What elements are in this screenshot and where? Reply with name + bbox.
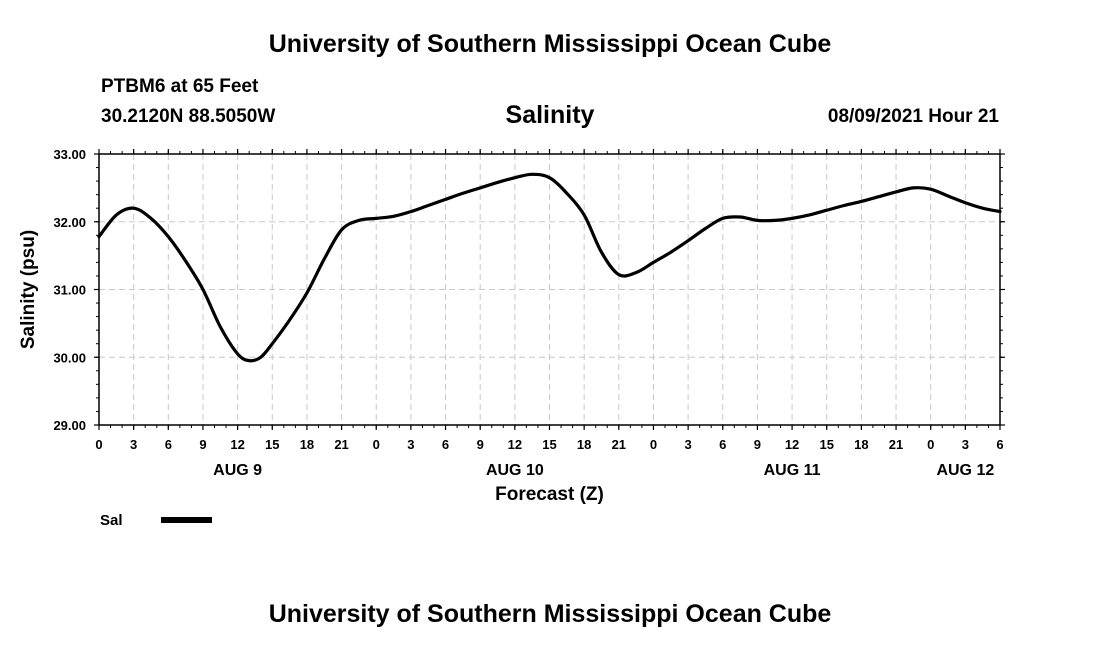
station-label: PTBM6 at 65 Feet (101, 76, 259, 97)
x-tick-label: 12 (230, 437, 244, 452)
y-tick-label: 31.00 (53, 283, 86, 298)
footer-title: University of Southern Mississippi Ocean… (268, 600, 832, 628)
x-tick-label: 3 (130, 437, 137, 452)
x-tick-label: 9 (477, 437, 484, 452)
x-tick-label: 6 (442, 437, 449, 452)
x-tick-label: 15 (542, 437, 556, 452)
x-tick-label: 21 (612, 437, 626, 452)
x-tick-label: 6 (165, 437, 172, 452)
series-layer (97, 172, 1002, 363)
x-tick-label: 18 (300, 437, 314, 452)
chart-title: Salinity (505, 101, 595, 129)
x-tick-label: 0 (95, 437, 102, 452)
x-tick-label: 12 (785, 437, 799, 452)
day-label: AUG 9 (213, 462, 262, 479)
x-tick-label: 3 (684, 437, 691, 452)
x-tick-label: 15 (819, 437, 833, 452)
y-tick-label: 29.00 (53, 418, 86, 433)
x-tick-label: 6 (719, 437, 726, 452)
x-tick-label: 3 (407, 437, 414, 452)
y-tick-label: 33.00 (53, 147, 86, 162)
day-label: AUG 10 (486, 462, 544, 479)
x-tick-label: 21 (334, 437, 348, 452)
datetime-label: 08/09/2021 Hour 21 (827, 106, 999, 127)
x-axis-label: Forecast (Z) (495, 484, 604, 505)
x-tick-label: 0 (650, 437, 657, 452)
header-title: University of Southern Mississippi Ocean… (268, 30, 832, 58)
y-tick-label: 30.00 (53, 350, 86, 365)
x-tick-label: 21 (889, 437, 903, 452)
ticks (94, 149, 1005, 430)
tick-labels: 29.00 30.00 31.00 32.00 33.00 0 3 6 9 12 15 18 21 0 3 6… (53, 147, 1003, 479)
x-tick-label: 6 (996, 437, 1003, 452)
x-tick-label: 0 (927, 437, 934, 452)
day-label: AUG 11 (764, 462, 821, 479)
series-line-sal (97, 172, 1002, 363)
legend-label-sal: Sal (100, 512, 123, 529)
x-tick-label: 18 (854, 437, 868, 452)
y-tick-label: 32.00 (53, 215, 86, 230)
y-axis-label: Salinity (psu) (18, 230, 39, 349)
x-tick-label: 15 (265, 437, 279, 452)
grid-lines (99, 154, 1000, 425)
x-tick-label: 18 (577, 437, 591, 452)
coordinates-label: 30.2120N 88.5050W (101, 106, 276, 127)
x-tick-label: 12 (508, 437, 522, 452)
x-tick-label: 9 (199, 437, 206, 452)
legend: Sal (100, 512, 212, 529)
x-tick-label: 9 (754, 437, 761, 452)
x-tick-label: 3 (962, 437, 969, 452)
day-label: AUG 12 (936, 462, 994, 479)
x-tick-label: 0 (373, 437, 380, 452)
